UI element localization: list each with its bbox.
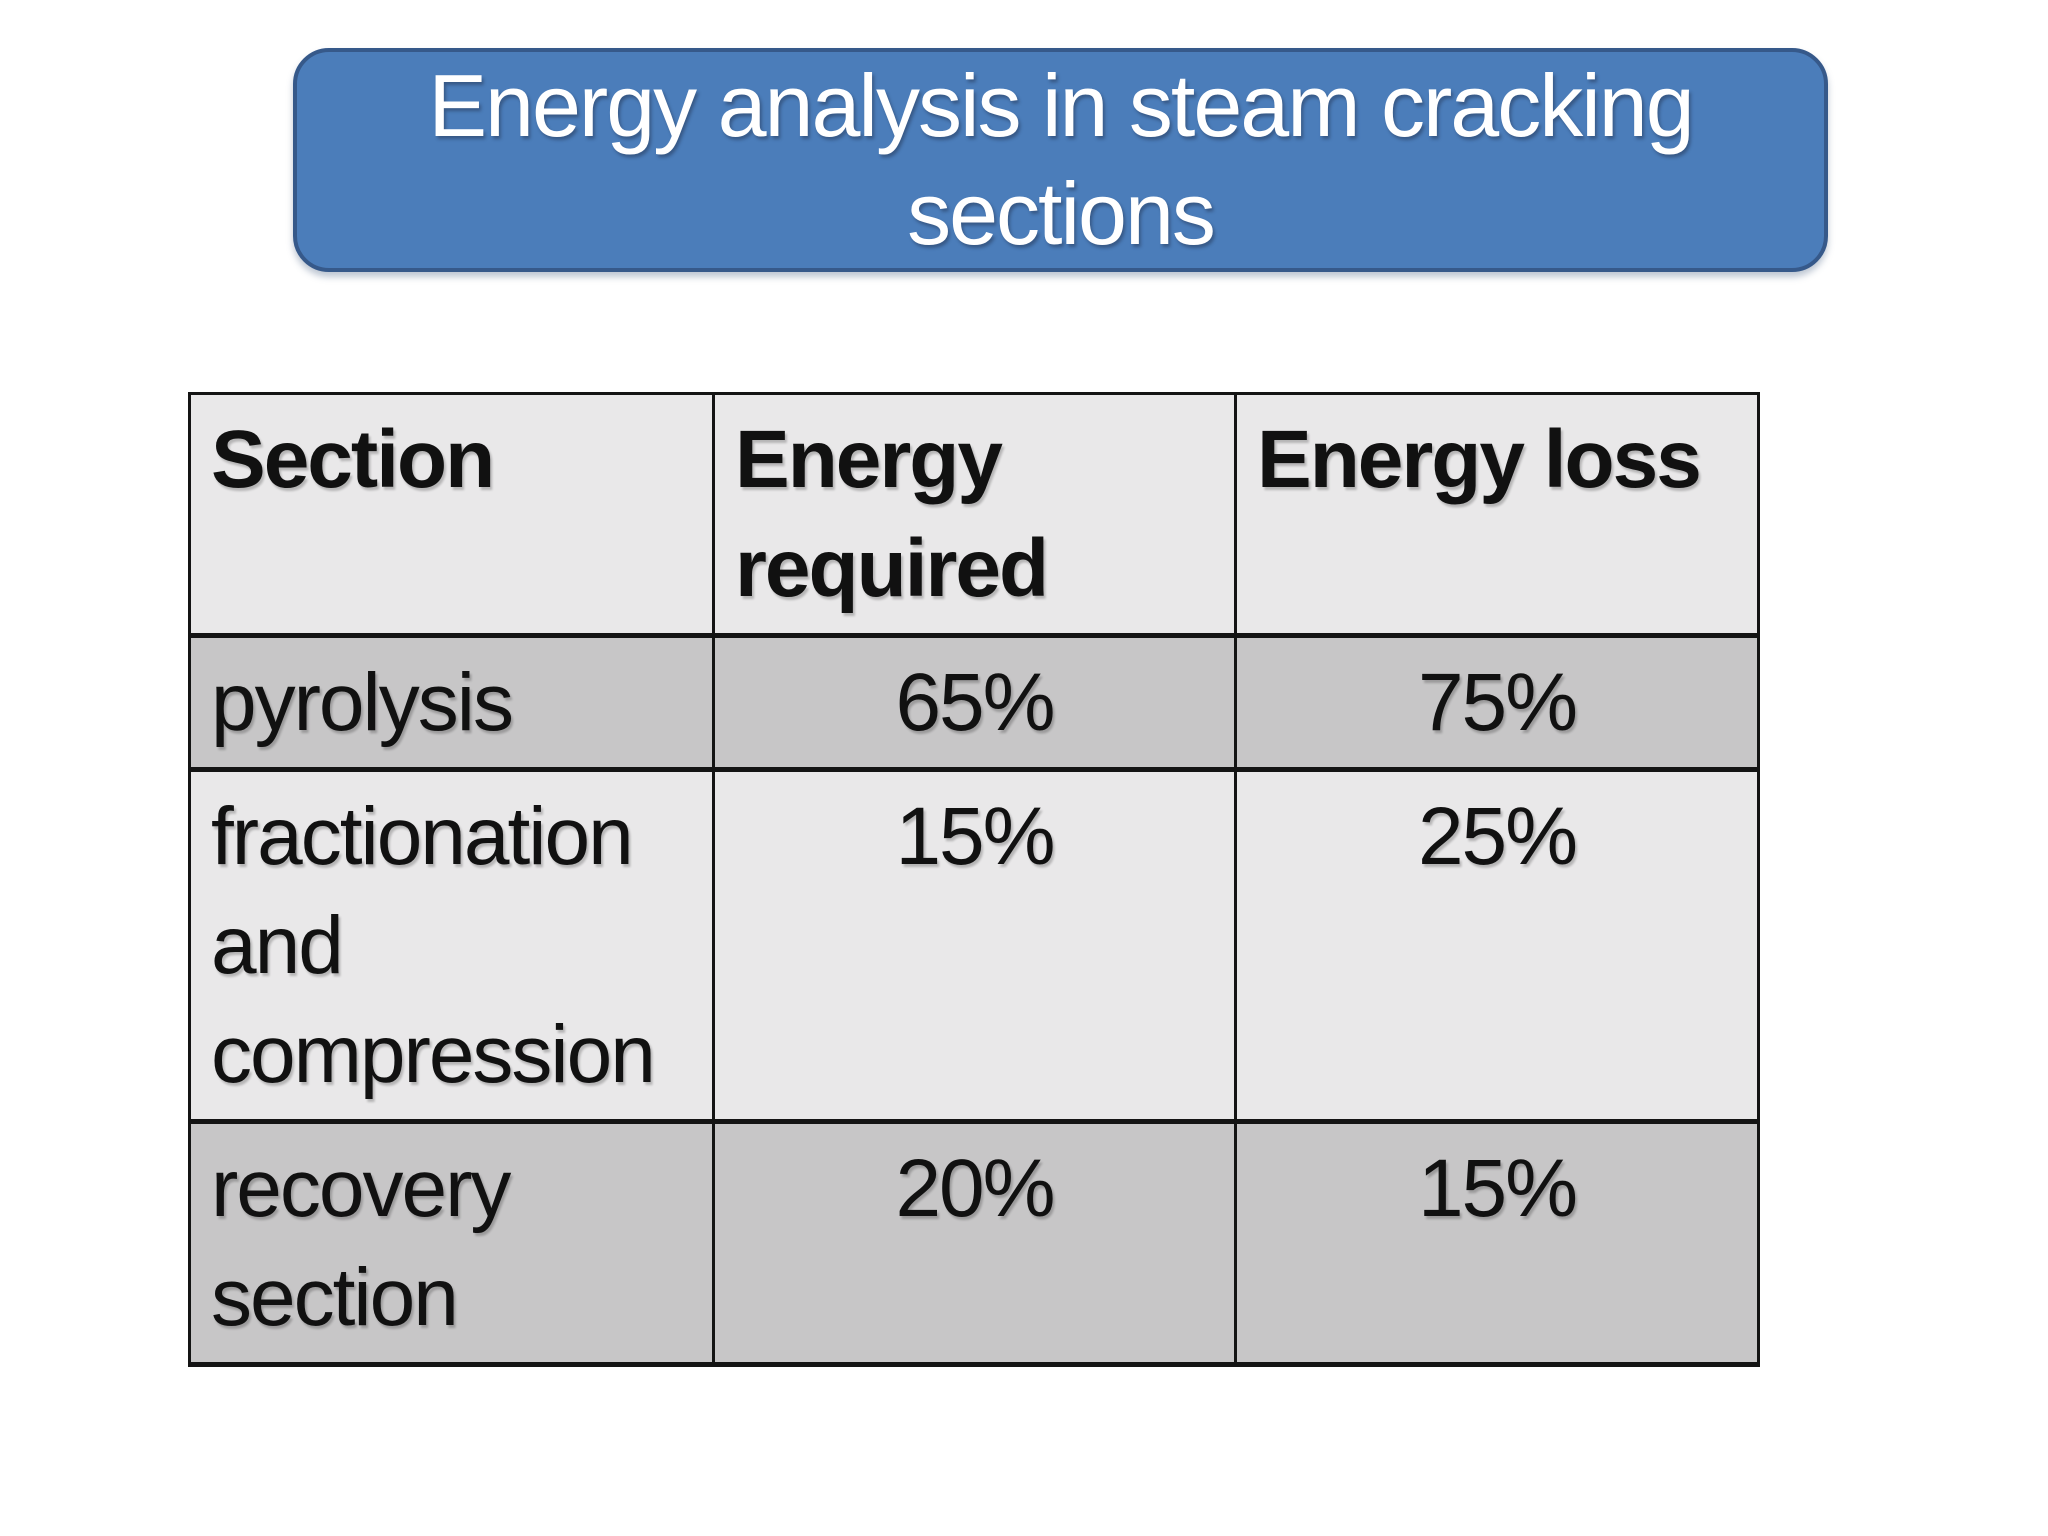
cell-energy-required-fractionation: 15% xyxy=(712,767,1237,1124)
cell-section-recovery: recovery section xyxy=(188,1119,715,1367)
energy-analysis-table: Section Energy required Energy loss pyro… xyxy=(188,392,1760,1367)
header-cell-energy-loss: Energy loss xyxy=(1234,392,1760,638)
title-line-1: Energy analysis in steam cracking xyxy=(428,56,1694,155)
table-row-pyrolysis: pyrolysis 65% 75% xyxy=(188,633,1760,772)
cell-energy-loss-fractionation: 25% xyxy=(1234,767,1760,1124)
cell-energy-required-pyrolysis: 65% xyxy=(712,633,1237,772)
header-cell-energy-required: Energy required xyxy=(712,392,1237,638)
table-header-row: Section Energy required Energy loss xyxy=(188,392,1760,638)
cell-energy-required-recovery: 20% xyxy=(712,1119,1237,1367)
table-row-recovery: recovery section 20% 15% xyxy=(188,1119,1760,1367)
cell-section-pyrolysis: pyrolysis xyxy=(188,633,715,772)
cell-energy-loss-recovery: 15% xyxy=(1234,1119,1760,1367)
cell-energy-loss-pyrolysis: 75% xyxy=(1234,633,1760,772)
title-banner: Energy analysis in steam cracking sectio… xyxy=(293,48,1828,272)
table-row-fractionation: fractionation and compression 15% 25% xyxy=(188,767,1760,1124)
title-line-2: sections xyxy=(907,164,1216,263)
cell-section-fractionation: fractionation and compression xyxy=(188,767,715,1124)
header-cell-section: Section xyxy=(188,392,715,638)
